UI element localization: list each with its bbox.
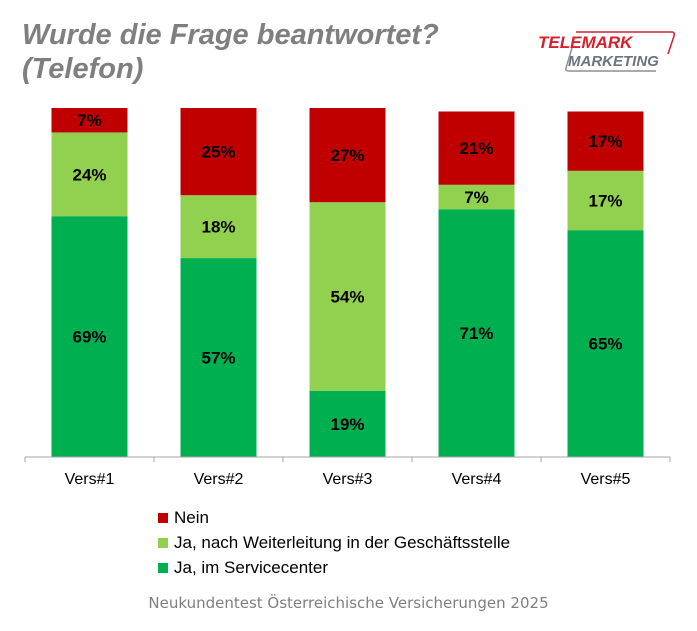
title-line-1: Wurde die Frage beantwortet? (22, 19, 439, 51)
data-label: 54% (330, 287, 364, 306)
bar-segment (567, 230, 644, 457)
legend: Nein Ja, nach Weiterleitung in der Geschä… (158, 505, 510, 580)
bar-segment (438, 184, 515, 210)
data-label: 24% (72, 165, 106, 184)
bar-segment (180, 108, 257, 196)
bar-segment (180, 258, 257, 457)
legend-label: Ja, nach Weiterleitung in der Geschäftss… (174, 532, 511, 552)
bar-segment (438, 209, 515, 457)
legend-item: Ja, nach Weiterleitung in der Geschäftss… (158, 530, 510, 555)
bar-segment (567, 170, 644, 231)
bar-segment (309, 390, 386, 457)
bar-segment (438, 111, 515, 185)
bar-segment (309, 202, 386, 391)
bar-segment (567, 111, 644, 171)
x-tick-label: Vers#1 (65, 471, 115, 488)
legend-item: Nein (158, 505, 510, 530)
footer-source: Neukundentest Österreichische Versicheru… (148, 594, 549, 612)
bar-segment (309, 108, 386, 203)
data-label: 17% (588, 132, 622, 151)
legend-swatch (158, 537, 168, 548)
legend-swatch (158, 562, 168, 573)
bar-segment (51, 108, 128, 133)
x-tick-label: Vers#4 (452, 471, 502, 488)
svg-text:MARKETING: MARKETING (568, 53, 659, 70)
data-label: 17% (588, 191, 622, 210)
data-label: 71% (459, 324, 493, 343)
legend-label: Ja, im Servicecenter (174, 557, 328, 577)
data-label: 25% (201, 143, 235, 162)
stacked-bar-chart: 69% 24% 7% Vers#1 57% 18% 25% Vers#2 19% 54% 27% Ve… (24, 108, 671, 488)
legend-item: Ja, im Servicecenter (158, 555, 510, 580)
legend-label: Nein (174, 507, 209, 527)
x-tick-label: Vers#5 (581, 471, 631, 488)
legend-swatch (158, 512, 168, 523)
data-label: 18% (201, 218, 235, 237)
data-label: 69% (72, 328, 106, 347)
x-tick-label: Vers#3 (323, 471, 373, 488)
data-label: 7% (464, 188, 489, 207)
title-line-2: (Telefon) (22, 53, 144, 85)
svg-text:TELEMARK: TELEMARK (538, 33, 634, 52)
telemark-marketing-logo: TELEMARK MARKETING (538, 31, 675, 72)
data-label: 21% (459, 139, 493, 158)
data-label: 7% (77, 111, 102, 130)
data-label: 19% (330, 415, 364, 434)
chart-title: Wurde die Frage beantwortet? (Telefon) (22, 18, 439, 86)
data-label: 57% (201, 349, 235, 368)
bar-segment (51, 216, 128, 457)
x-tick-label: Vers#2 (194, 471, 244, 488)
bar-segment (51, 132, 128, 217)
data-label: 27% (330, 146, 364, 165)
data-label: 65% (588, 335, 622, 354)
bar-segment (180, 195, 257, 259)
